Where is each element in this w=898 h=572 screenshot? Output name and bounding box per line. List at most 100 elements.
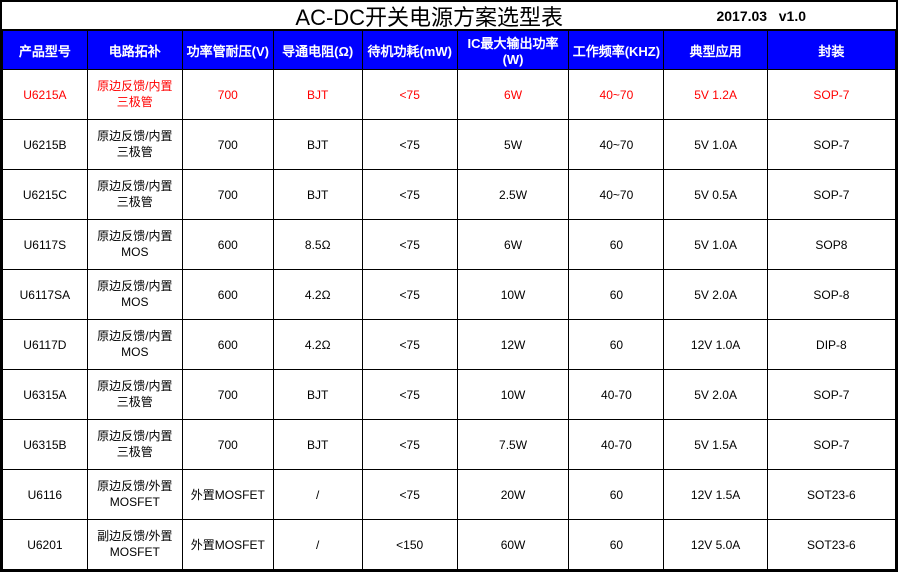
cell-app: 5V 1.0A	[664, 120, 767, 170]
cell-power: 5W	[457, 120, 569, 170]
cell-topology: 原边反馈/内置三极管	[87, 70, 182, 120]
cell-ron: BJT	[273, 120, 362, 170]
cell-app: 5V 2.0A	[664, 270, 767, 320]
cell-pkg: SOP-7	[767, 370, 895, 420]
cell-pkg: SOT23-6	[767, 470, 895, 520]
cell-model: U6315B	[3, 420, 88, 470]
cell-model: U6201	[3, 520, 88, 570]
cell-ron: 4.2Ω	[273, 270, 362, 320]
cell-ron: BJT	[273, 370, 362, 420]
table-header: 产品型号 电路拓补 功率管耐压(V) 导通电阻(Ω) 待机功耗(mW) IC最大…	[3, 31, 896, 70]
table-row: U6315B原边反馈/内置三极管700BJT<757.5W40-705V 1.5…	[3, 420, 896, 470]
cell-voltage: 外置MOSFET	[182, 520, 273, 570]
cell-topology: 原边反馈/内置三极管	[87, 420, 182, 470]
selection-table: 产品型号 电路拓补 功率管耐压(V) 导通电阻(Ω) 待机功耗(mW) IC最大…	[2, 30, 896, 570]
header-row: 产品型号 电路拓补 功率管耐压(V) 导通电阻(Ω) 待机功耗(mW) IC最大…	[3, 31, 896, 70]
cell-standby: <75	[362, 220, 457, 270]
cell-voltage: 600	[182, 320, 273, 370]
cell-voltage: 700	[182, 70, 273, 120]
col-header-pkg: 封装	[767, 31, 895, 70]
col-header-ron: 导通电阻(Ω)	[273, 31, 362, 70]
cell-power: 10W	[457, 370, 569, 420]
cell-ron: /	[273, 520, 362, 570]
cell-ron: 8.5Ω	[273, 220, 362, 270]
cell-voltage: 700	[182, 120, 273, 170]
table-row: U6215C原边反馈/内置三极管700BJT<752.5W40~705V 0.5…	[3, 170, 896, 220]
cell-freq: 40~70	[569, 70, 664, 120]
cell-standby: <75	[362, 470, 457, 520]
cell-pkg: SOP-7	[767, 70, 895, 120]
cell-model: U6117SA	[3, 270, 88, 320]
cell-app: 5V 1.2A	[664, 70, 767, 120]
cell-pkg: SOP-7	[767, 120, 895, 170]
col-header-standby: 待机功耗(mW)	[362, 31, 457, 70]
cell-freq: 40~70	[569, 170, 664, 220]
cell-pkg: SOT23-6	[767, 520, 895, 570]
cell-voltage: 600	[182, 270, 273, 320]
cell-topology: 原边反馈/内置MOS	[87, 220, 182, 270]
cell-pkg: SOP-8	[767, 270, 895, 320]
page-title: AC-DC开关电源方案选型表	[2, 0, 716, 32]
cell-topology: 原边反馈/内置MOS	[87, 320, 182, 370]
cell-ron: 4.2Ω	[273, 320, 362, 370]
cell-freq: 60	[569, 220, 664, 270]
cell-ron: BJT	[273, 70, 362, 120]
date-version: 2017.03 v1.0	[716, 8, 896, 24]
cell-freq: 60	[569, 520, 664, 570]
table-container: AC-DC开关电源方案选型表 2017.03 v1.0 产品型号 电路拓补 功率…	[0, 0, 898, 572]
cell-app: 12V 1.5A	[664, 470, 767, 520]
col-header-model: 产品型号	[3, 31, 88, 70]
cell-app: 12V 1.0A	[664, 320, 767, 370]
cell-power: 2.5W	[457, 170, 569, 220]
date-text: 2017.03	[716, 8, 767, 24]
cell-topology: 原边反馈/内置三极管	[87, 170, 182, 220]
cell-standby: <150	[362, 520, 457, 570]
cell-topology: 原边反馈/内置三极管	[87, 120, 182, 170]
cell-standby: <75	[362, 420, 457, 470]
cell-power: 6W	[457, 220, 569, 270]
title-row: AC-DC开关电源方案选型表 2017.03 v1.0	[2, 2, 896, 30]
table-row: U6117SA原边反馈/内置MOS6004.2Ω<7510W605V 2.0AS…	[3, 270, 896, 320]
cell-freq: 40-70	[569, 370, 664, 420]
cell-standby: <75	[362, 320, 457, 370]
cell-pkg: SOP-7	[767, 170, 895, 220]
cell-app: 5V 1.5A	[664, 420, 767, 470]
cell-freq: 60	[569, 270, 664, 320]
cell-freq: 40-70	[569, 420, 664, 470]
table-row: U6215B原边反馈/内置三极管700BJT<755W40~705V 1.0AS…	[3, 120, 896, 170]
col-header-voltage: 功率管耐压(V)	[182, 31, 273, 70]
cell-standby: <75	[362, 270, 457, 320]
col-header-power: IC最大输出功率(W)	[457, 31, 569, 70]
cell-voltage: 700	[182, 420, 273, 470]
table-row: U6116原边反馈/外置MOSFET外置MOSFET/<7520W6012V 1…	[3, 470, 896, 520]
col-header-freq: 工作频率(KHZ)	[569, 31, 664, 70]
cell-power: 20W	[457, 470, 569, 520]
cell-topology: 原边反馈/内置三极管	[87, 370, 182, 420]
cell-power: 60W	[457, 520, 569, 570]
cell-model: U6117D	[3, 320, 88, 370]
table-body: U6215A原边反馈/内置三极管700BJT<756W40~705V 1.2AS…	[3, 70, 896, 570]
cell-power: 6W	[457, 70, 569, 120]
cell-standby: <75	[362, 70, 457, 120]
cell-model: U6315A	[3, 370, 88, 420]
cell-app: 5V 1.0A	[664, 220, 767, 270]
cell-topology: 副边反馈/外置MOSFET	[87, 520, 182, 570]
cell-model: U6215C	[3, 170, 88, 220]
cell-freq: 60	[569, 470, 664, 520]
cell-freq: 60	[569, 320, 664, 370]
version-text: v1.0	[779, 8, 806, 24]
table-row: U6201副边反馈/外置MOSFET外置MOSFET/<15060W6012V …	[3, 520, 896, 570]
cell-voltage: 600	[182, 220, 273, 270]
cell-pkg: SOP8	[767, 220, 895, 270]
col-header-app: 典型应用	[664, 31, 767, 70]
cell-power: 10W	[457, 270, 569, 320]
cell-model: U6116	[3, 470, 88, 520]
cell-pkg: SOP-7	[767, 420, 895, 470]
cell-model: U6117S	[3, 220, 88, 270]
cell-topology: 原边反馈/外置MOSFET	[87, 470, 182, 520]
cell-power: 12W	[457, 320, 569, 370]
cell-voltage: 外置MOSFET	[182, 470, 273, 520]
cell-standby: <75	[362, 370, 457, 420]
cell-voltage: 700	[182, 370, 273, 420]
col-header-topology: 电路拓补	[87, 31, 182, 70]
